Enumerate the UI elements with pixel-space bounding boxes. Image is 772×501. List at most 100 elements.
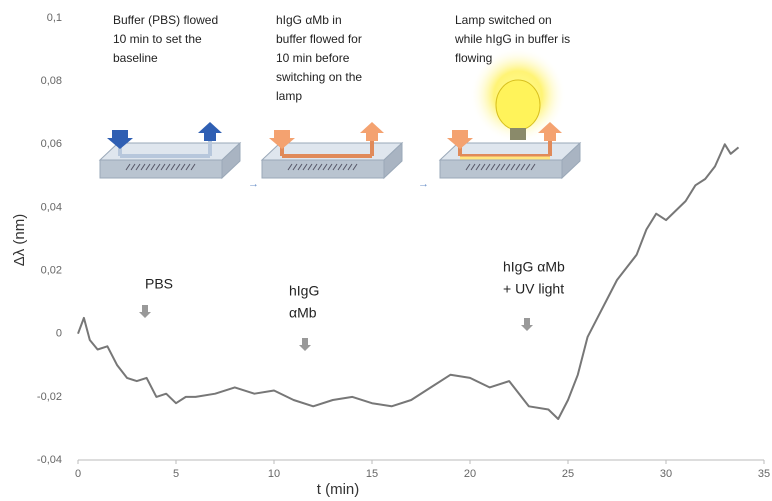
grating [530,163,536,171]
chip-diagram [260,122,404,180]
annotation: PBS [145,276,173,292]
x-tick-label: 15 [366,468,378,480]
chip-side [221,141,241,180]
grating [135,163,141,171]
grating [520,163,526,171]
y-tick-label: -0,04 [37,454,62,466]
grating [485,163,491,171]
annotation-arrow [299,338,311,351]
chip-diagram [438,122,582,180]
grating [337,163,343,171]
annotation: hIgG [289,283,319,299]
annotation: + UV light [503,281,564,297]
grating [515,163,521,171]
chip-front [439,159,563,179]
y-tick-label: 0 [56,328,62,340]
grating [130,163,136,171]
chip-front [99,159,223,179]
caption: baseline [113,51,158,65]
grating [322,163,328,171]
y-tick-label: 0,04 [41,201,62,213]
arrow-down [269,130,295,149]
caption: Buffer (PBS) flowed [113,13,218,27]
grating [465,163,471,171]
grating [510,163,516,171]
grating [297,163,303,171]
y-tick-label: 0,08 [41,75,62,87]
annotation: hIgG αMb [503,259,565,275]
step-arrow: → [418,178,429,190]
step-arrow: → [248,178,259,190]
caption: while hIgG in buffer is [454,32,570,46]
grating [342,163,348,171]
grating [480,163,486,171]
grating [307,163,313,171]
arrow-down [107,130,133,149]
chip-side [561,141,581,180]
grating [292,163,298,171]
grating [190,163,196,171]
chip-front [261,159,385,179]
grating [165,163,171,171]
x-tick-label: 5 [173,468,179,480]
x-tick-label: 0 [75,468,81,480]
x-tick-label: 20 [464,468,476,480]
caption: buffer flowed for [276,32,362,46]
grating [287,163,293,171]
grating [352,163,358,171]
grating [490,163,496,171]
y-axis-label: Δλ (nm) [11,214,28,267]
grating [145,163,151,171]
arrow-down [447,130,473,149]
grating [317,163,323,171]
y-tick-label: 0,02 [41,264,62,276]
lamp-base [510,128,526,140]
grating [327,163,333,171]
arrow-up [198,122,222,141]
x-tick-label: 10 [268,468,280,480]
x-tick-label: 35 [758,468,770,480]
chip-diagram [98,122,242,180]
lamp-bulb [495,79,541,131]
grating [155,163,161,171]
grating [125,163,131,171]
grating [170,163,176,171]
grating [160,163,166,171]
caption: flowing [455,51,492,65]
grating [495,163,501,171]
grating [505,163,511,171]
annotation-arrow [139,305,151,318]
caption: lamp [276,89,302,103]
caption: 10 min to set the [113,32,202,46]
grating [525,163,531,171]
grating [175,163,181,171]
caption: switching on the [276,70,362,84]
annotation: αMb [289,305,317,321]
caption: 10 min before [276,51,350,65]
y-tick-label: 0,1 [47,12,62,24]
grating [312,163,318,171]
grating [185,163,191,171]
y-tick-label: 0,06 [41,138,62,150]
x-tick-label: 25 [562,468,574,480]
data-line [77,143,740,420]
caption: Lamp switched on [455,13,552,27]
chip-side [383,141,403,180]
y-tick-label: -0,02 [37,391,62,403]
grating [470,163,476,171]
grating [332,163,338,171]
grating [347,163,353,171]
caption: hIgG αMb in [276,13,342,27]
grating [500,163,506,171]
annotation-arrow [521,318,533,331]
x-tick-label: 30 [660,468,672,480]
arrow-up [360,122,384,141]
grating [180,163,186,171]
grating [150,163,156,171]
grating [140,163,146,171]
grating [475,163,481,171]
x-axis-label: t (min) [317,481,360,498]
grating [302,163,308,171]
arrow-up [538,122,562,141]
